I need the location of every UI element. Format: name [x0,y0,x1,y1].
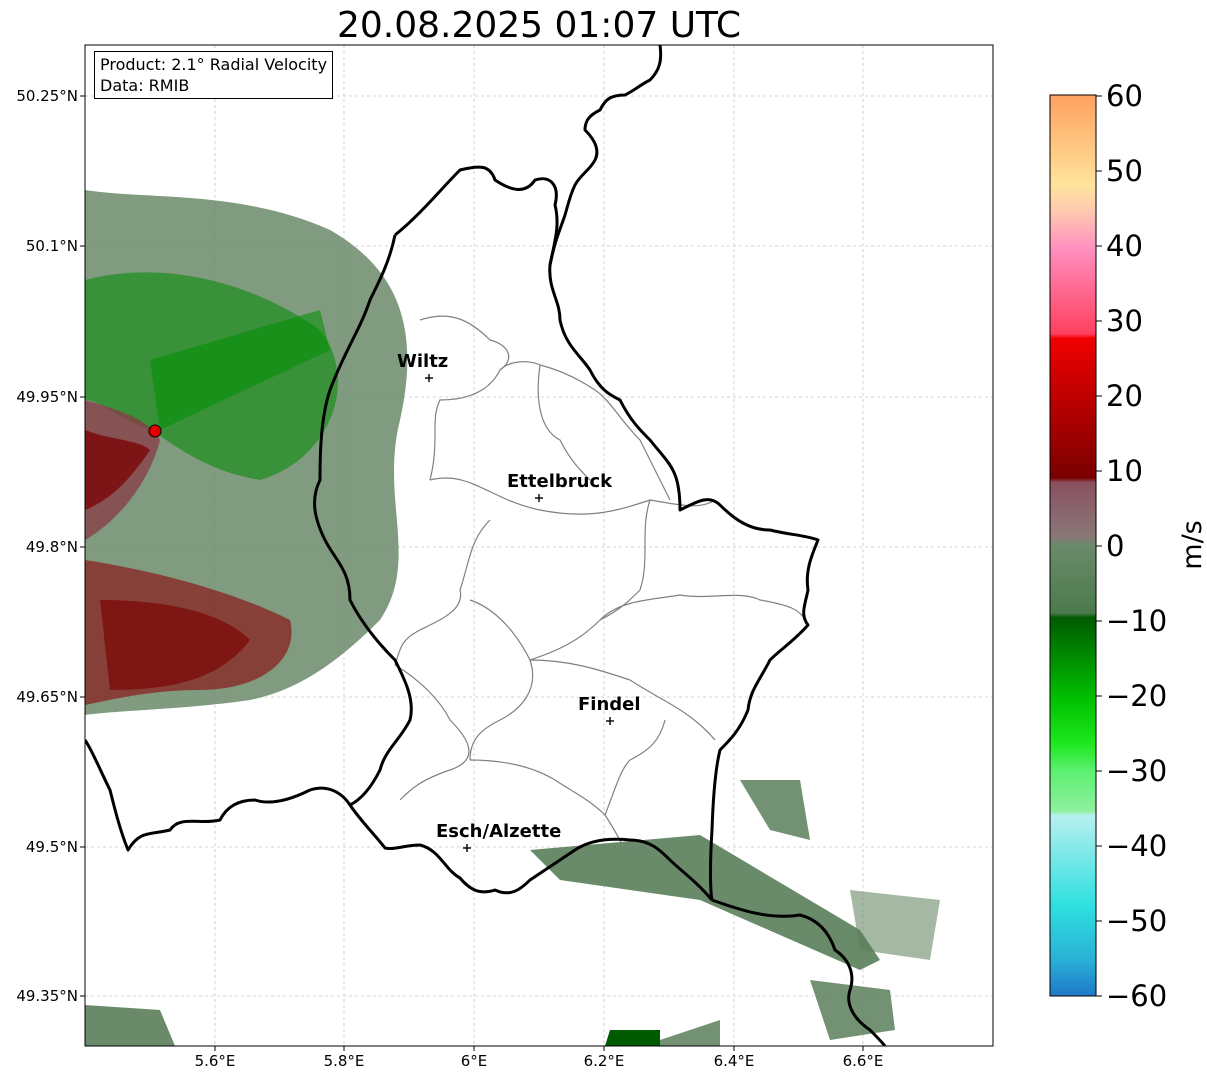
info-box: Product: 2.1° Radial Velocity Data: RMIB [94,51,334,99]
district-boundaries [394,315,806,851]
colorbar-tick-label: 0 [1106,529,1125,563]
colorbar-tick-label: −10 [1106,604,1168,638]
colorbar-tick-label: 30 [1106,304,1143,338]
colorbar-tick-label: −60 [1106,979,1168,1013]
radar-site-marker [148,424,162,438]
lon-tick-label: 6.6°E [842,1052,884,1070]
plot-frame [84,44,994,1047]
lon-tick-label: 5.8°E [323,1052,365,1070]
colorbar-tick-label: −30 [1106,754,1168,788]
lon-tick-label: 6.2°E [583,1052,625,1070]
lon-tick-label: 6.4°E [713,1052,755,1070]
colorbar-tick-label: −50 [1106,904,1168,938]
lat-tick-label: 49.65°N [16,688,78,706]
lon-tick-label: 5.6°E [194,1052,236,1070]
city-markers [425,374,614,852]
city-label-wiltz: Wiltz [397,351,449,372]
colorbar-tick-label: 20 [1106,379,1143,413]
colorbar [1049,94,1097,997]
city-label-findel: Findel [578,694,641,715]
lat-tick-label: 50.1°N [25,237,78,255]
colorbar-tick-label: 10 [1106,454,1143,488]
axis-ticks [80,95,864,1051]
radar-echoes [85,190,940,1046]
colorbar-tick-label: 60 [1106,79,1143,113]
data-source-label: Data: RMIB [100,76,190,95]
product-label: Product: 2.1° Radial Velocity [100,55,328,74]
colorbar-tick-label: 40 [1106,229,1143,263]
lat-tick-label: 49.95°N [16,388,78,406]
lat-tick-label: 49.8°N [25,538,78,556]
lat-tick-label: 49.35°N [16,987,78,1005]
city-label-ettelbruck: Ettelbruck [507,471,613,492]
colorbar-ticks [1096,95,1102,997]
country-borders [85,45,887,1046]
lat-tick-label: 49.5°N [25,838,78,856]
colorbar-unit-label: m/s [1177,520,1207,570]
lat-tick-label: 50.25°N [16,87,78,105]
colorbar-tick-label: −20 [1106,679,1168,713]
map-title: 20.08.2025 01:07 UTC [336,5,742,46]
city-label-esch-alzette: Esch/Alzette [436,821,562,842]
colorbar-tick-label: −40 [1106,829,1168,863]
colorbar-tick-label: 50 [1106,154,1143,188]
lon-tick-label: 6°E [460,1052,488,1070]
